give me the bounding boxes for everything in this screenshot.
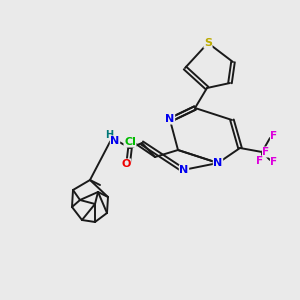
Text: S: S xyxy=(204,38,212,48)
Text: N: N xyxy=(165,114,175,124)
Text: N: N xyxy=(179,165,189,175)
Text: F: F xyxy=(270,131,278,141)
Text: N: N xyxy=(213,158,223,168)
Text: F: F xyxy=(262,147,270,157)
Text: H: H xyxy=(105,130,113,140)
Text: F: F xyxy=(270,157,278,167)
Text: F: F xyxy=(256,156,264,166)
Text: O: O xyxy=(121,159,131,169)
Text: Cl: Cl xyxy=(124,137,136,147)
Text: N: N xyxy=(110,136,120,146)
